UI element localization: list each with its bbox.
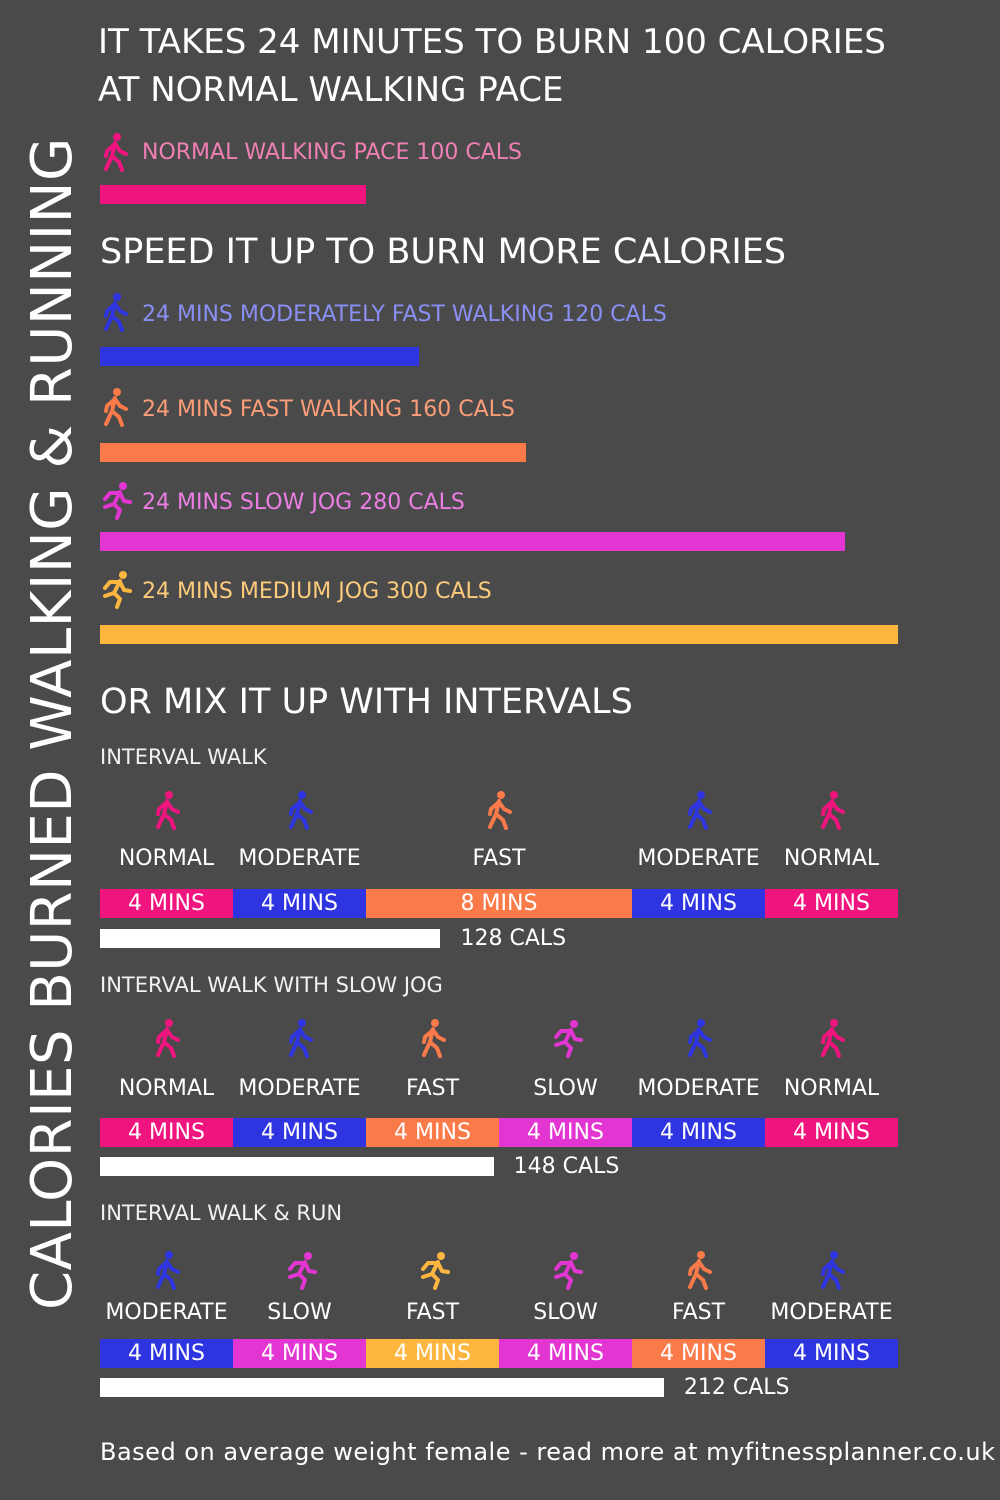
speed-section-title: SPEED IT UP TO BURN MORE CALORIES — [100, 232, 787, 272]
walker-icon — [150, 1250, 184, 1290]
walker-icon — [150, 1018, 184, 1058]
walker-icon — [815, 1018, 849, 1058]
pace-label: MODERATE — [238, 846, 361, 871]
interval-segment: 4 MINS — [499, 1339, 632, 1368]
speed-bar — [100, 532, 845, 551]
headline-line-1: IT TAKES 24 MINUTES TO BURN 100 CALORIES — [98, 22, 886, 62]
runner-icon — [549, 1250, 583, 1290]
runner-icon — [283, 1250, 317, 1290]
speed-bar-label: 24 MINS FAST WALKING 160 CALS — [142, 397, 515, 422]
walker-icon — [98, 387, 132, 427]
walker-icon — [482, 790, 516, 830]
interval-segment: 4 MINS — [100, 1339, 233, 1368]
interval-segment: 4 MINS — [499, 1118, 632, 1147]
interval-total-label: 212 CALS — [683, 1375, 790, 1400]
pace-label: NORMAL — [118, 846, 215, 871]
interval-segment: 4 MINS — [100, 1118, 233, 1147]
interval-title: INTERVAL WALK — [100, 745, 267, 769]
pace-label: NORMAL — [783, 846, 880, 871]
interval-segment: 4 MINS — [100, 889, 233, 918]
interval-segment: 4 MINS — [765, 889, 898, 918]
interval-total-bar — [100, 1378, 664, 1397]
pace-label: FAST — [472, 846, 526, 871]
intro-bar-label: NORMAL WALKING PACE 100 CALS — [142, 140, 523, 165]
intro-bar — [100, 185, 366, 204]
walker-icon — [150, 790, 184, 830]
walker-icon — [815, 790, 849, 830]
speed-bar-label: 24 MINS MEDIUM JOG 300 CALS — [142, 579, 492, 604]
pace-label: MODERATE — [238, 1076, 361, 1101]
pace-label: SLOW — [533, 1300, 598, 1325]
pace-label: SLOW — [267, 1300, 332, 1325]
interval-segment: 4 MINS — [765, 1118, 898, 1147]
walker-icon — [98, 132, 132, 172]
interval-total-bar — [100, 929, 441, 948]
pace-label: MODERATE — [770, 1300, 893, 1325]
speed-bar-label: 24 MINS SLOW JOG 280 CALS — [142, 490, 465, 515]
interval-total-label: 128 CALS — [460, 926, 567, 951]
speed-bar — [100, 625, 898, 644]
pace-label: NORMAL — [118, 1076, 215, 1101]
walker-icon — [416, 1018, 450, 1058]
interval-segment: 4 MINS — [632, 889, 765, 918]
walker-icon — [682, 1018, 716, 1058]
pace-label: FAST — [405, 1300, 460, 1325]
footer-note: Based on average weight female - read mo… — [100, 1438, 996, 1466]
runner-icon — [549, 1018, 583, 1058]
interval-segment: 4 MINS — [765, 1339, 898, 1368]
pace-label: SLOW — [533, 1076, 598, 1101]
interval-total-label: 148 CALS — [513, 1154, 620, 1179]
interval-segment: 4 MINS — [233, 1118, 366, 1147]
interval-segment: 4 MINS — [632, 1118, 765, 1147]
walker-icon — [815, 1250, 849, 1290]
speed-bar — [100, 347, 420, 366]
interval-segment: 4 MINS — [233, 889, 366, 918]
vertical-title: CALORIES BURNED WALKING & RUNNING — [20, 137, 85, 1310]
pace-label: MODERATE — [105, 1300, 228, 1325]
interval-segment: 4 MINS — [233, 1339, 366, 1368]
interval-title: INTERVAL WALK WITH SLOW JOG — [100, 973, 443, 997]
interval-section-title: OR MIX IT UP WITH INTERVALS — [100, 682, 633, 722]
pace-label: MODERATE — [637, 1076, 760, 1101]
walker-icon — [98, 292, 132, 332]
runner-icon — [416, 1250, 450, 1290]
pace-label: FAST — [405, 1076, 460, 1101]
walker-icon — [682, 1250, 716, 1290]
pace-label: NORMAL — [783, 1076, 880, 1101]
interval-segment: 4 MINS — [632, 1339, 765, 1368]
pace-label: FAST — [671, 1300, 726, 1325]
speed-bar-label: 24 MINS MODERATELY FAST WALKING 120 CALS — [142, 302, 667, 327]
interval-segment: 8 MINS — [366, 889, 632, 918]
runner-icon — [98, 569, 132, 609]
interval-total-bar — [100, 1157, 494, 1176]
walker-icon — [682, 790, 716, 830]
headline-line-2: AT NORMAL WALKING PACE — [98, 70, 564, 110]
walker-icon — [283, 790, 317, 830]
interval-title: INTERVAL WALK & RUN — [100, 1201, 343, 1225]
pace-label: MODERATE — [637, 846, 760, 871]
interval-segment: 4 MINS — [366, 1118, 499, 1147]
walker-icon — [283, 1018, 317, 1058]
runner-icon — [98, 480, 132, 520]
speed-bar — [100, 443, 526, 462]
interval-segment: 4 MINS — [366, 1339, 499, 1368]
